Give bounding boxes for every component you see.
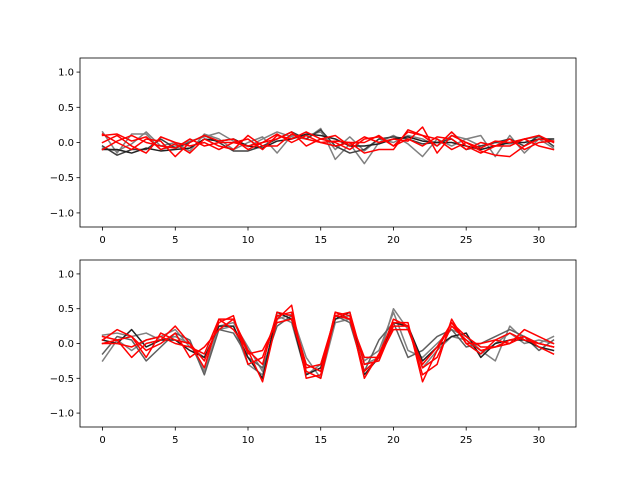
- y-tick-label: 0.0: [58, 138, 74, 149]
- x-tick-label: 25: [460, 435, 473, 446]
- chart-panel-2: 0 5 10 15 20 25 30 −1.0 −0.5 0.0 0.5 1.0: [50, 259, 577, 446]
- x-tick-label: 15: [314, 435, 327, 446]
- x-tick-label: 5: [172, 235, 178, 246]
- y-tick-label: 0.5: [58, 103, 74, 114]
- series-line-7: [101, 126, 555, 154]
- x-tick-label: 5: [172, 435, 178, 446]
- series-line-8: [101, 311, 555, 373]
- y-tick-label: 1.0: [58, 269, 74, 280]
- panels: 0 5 10 15 20 25 30 −1.0 −0.5 0.0 0.5 1.0 0 5 10 15 20 25 3…: [50, 57, 577, 446]
- y-tick-label: −0.5: [50, 173, 74, 184]
- chart-panel-1: 0 5 10 15 20 25 30 −1.0 −0.5 0.0 0.5 1.0: [50, 57, 577, 246]
- x-tick-label: 20: [387, 235, 400, 246]
- series-line-8: [101, 131, 555, 154]
- series-line-5: [101, 129, 555, 154]
- y-tick-label: 1.0: [58, 68, 74, 79]
- series-group: [101, 126, 555, 165]
- series-line-6: [101, 131, 555, 158]
- x-tick-label: 10: [242, 435, 255, 446]
- y-tick-label: −1.0: [50, 208, 74, 219]
- x-tick-label: 20: [387, 435, 400, 446]
- y-tick-label: 0.5: [58, 304, 74, 315]
- x-tick-label: 0: [99, 235, 105, 246]
- series-line-6: [101, 311, 555, 380]
- y-tick-label: −0.5: [50, 374, 74, 385]
- x-tick-label: 30: [533, 235, 546, 246]
- x-tick-label: 30: [533, 435, 546, 446]
- y-tick-label: −1.0: [50, 409, 74, 420]
- x-tick-label: 0: [99, 435, 105, 446]
- x-tick-label: 15: [314, 235, 327, 246]
- y-tick-label: 0.0: [58, 339, 74, 350]
- x-tick-label: 25: [460, 235, 473, 246]
- x-tick-label: 10: [242, 235, 255, 246]
- series-group: [101, 304, 555, 383]
